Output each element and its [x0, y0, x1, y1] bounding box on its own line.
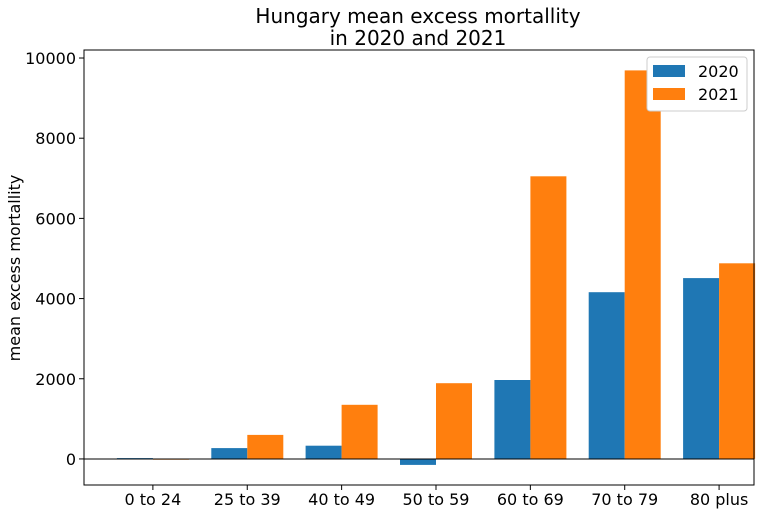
bar-2020-2	[305, 445, 342, 459]
legend: 2020 2021	[646, 56, 748, 112]
bar-2021-2	[341, 404, 378, 459]
y-tick-label: 2000	[35, 370, 76, 389]
legend-swatch-2021	[653, 88, 685, 100]
y-tick-label: 0	[66, 450, 76, 469]
bar-2021-1	[247, 434, 284, 459]
x-tick-label: 25 to 39	[214, 490, 281, 509]
bar-2020-3	[400, 458, 436, 465]
plot-frame	[83, 49, 755, 486]
x-tick-label: 0 to 24	[124, 490, 181, 509]
bar-2021-4	[530, 176, 567, 459]
legend-label-2020: 2020	[698, 62, 739, 81]
chart-title-line-1: Hungary mean excess mortallity	[255, 4, 580, 28]
y-tick-label: 10000	[25, 49, 76, 68]
x-tick-label: 60 to 69	[497, 490, 564, 509]
y-tick-label: 8000	[35, 129, 76, 148]
chart-title-line-2: in 2020 and 2021	[330, 26, 507, 50]
x-tick-label: 80 plus	[690, 490, 749, 509]
bar-2020-1	[211, 448, 248, 459]
x-tick-label: 70 to 79	[591, 490, 658, 509]
legend-swatch-2020	[653, 65, 685, 77]
bar-2021-3	[436, 383, 472, 459]
y-axis-label: mean excess mortallity	[5, 175, 24, 362]
bar-2020-4	[494, 380, 531, 459]
x-tick-label: 40 to 49	[308, 490, 375, 509]
bar-2020-5	[588, 292, 625, 459]
bar-2020-6	[683, 278, 720, 459]
y-tick-label: 6000	[35, 209, 76, 228]
y-tick-label: 4000	[35, 290, 76, 309]
bar-2021-5	[624, 70, 661, 459]
plot-area: 0 2000 4000 6000 8000 10000 0 to 24 25 to 39 40 …	[25, 49, 756, 509]
legend-label-2021: 2021	[698, 85, 739, 104]
bar-2021-6	[719, 263, 756, 459]
x-tick-label: 50 to 59	[403, 490, 470, 509]
